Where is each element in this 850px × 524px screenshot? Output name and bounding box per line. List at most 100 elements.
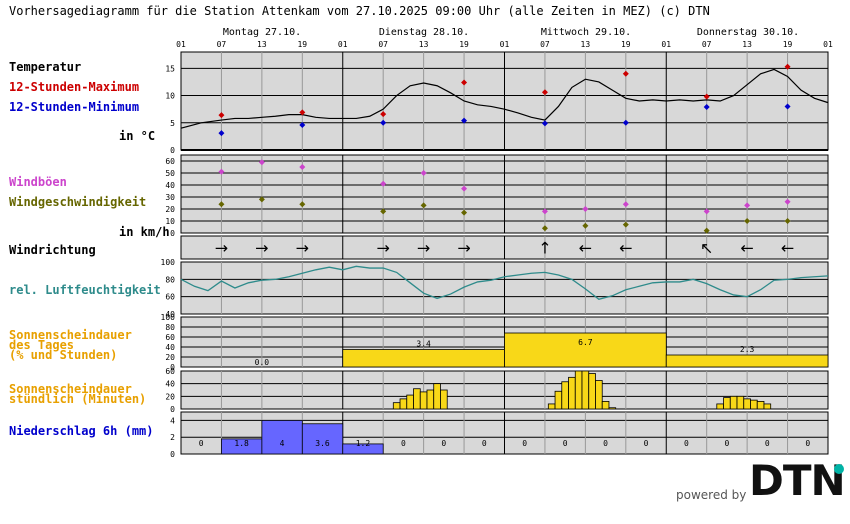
tmax-point — [218, 112, 225, 119]
tmin-label: 12-Stunden-Minimum — [9, 100, 139, 114]
wind-speed-point — [582, 222, 589, 229]
y-tick-sun-day: 0 — [170, 363, 175, 372]
y-tick-sun-day: 40 — [165, 343, 175, 352]
day-label: Montag 27.10. — [223, 27, 301, 38]
wind-arrow: ↑ — [538, 239, 551, 258]
panel-labels: Temperatur 12-Stunden-Maximum 12-Stunden… — [9, 60, 170, 438]
gust-point — [622, 201, 629, 208]
y-tick-hum: 100 — [161, 258, 176, 267]
wind-speed-point — [258, 196, 265, 203]
sun-hour-bar — [392, 402, 401, 410]
precip-value: 0 — [563, 439, 568, 448]
sun-day-bar — [665, 354, 829, 368]
logo-dot — [834, 464, 844, 474]
hour-tick: 01 — [176, 40, 186, 49]
sun-day-value: 0.0 — [255, 358, 270, 367]
tmin-point — [299, 121, 306, 128]
humidity-label: rel. Luftfeuchtigkeit — [9, 283, 161, 297]
precip-value: 0 — [603, 439, 608, 448]
y-tick-precip: 4 — [170, 416, 175, 425]
sun-hour-bar — [736, 395, 745, 410]
sun-hour-bar — [419, 391, 428, 410]
sun-hour-bar — [723, 397, 731, 410]
wind-arrow: ↖ — [700, 239, 713, 258]
hour-tick: 13 — [742, 40, 752, 49]
sun-hour-bar — [595, 380, 603, 410]
hour-tick: 07 — [540, 40, 550, 49]
wind-arrow: → — [215, 239, 228, 258]
precip-bar — [342, 443, 384, 455]
y-tick-wind: 60 — [165, 157, 175, 166]
day-label: Donnerstag 30.10. — [697, 27, 799, 38]
y-tick-hum: 60 — [165, 293, 175, 302]
dtn-logo: DTN — [749, 456, 846, 505]
hour-ticks: 01 07 13 19 01 07 13 19 01 07 13 19 01 07 13 19 01 — [176, 40, 833, 49]
tmin-point — [622, 119, 629, 126]
hour-tick: 13 — [419, 40, 429, 49]
y-tick-wind: 10 — [165, 217, 175, 226]
y-tick-temp: 5 — [170, 119, 175, 128]
wind-speed-point — [744, 218, 751, 224]
tmax-point — [461, 79, 468, 86]
precip-value: 0 — [482, 439, 487, 448]
sun-day-label: des Tages — [9, 338, 74, 352]
wind-arrow: ← — [740, 239, 753, 258]
sun-hour-bar — [554, 390, 563, 410]
gust-point — [299, 164, 306, 170]
precip-value: 0 — [441, 439, 446, 448]
precip-value: 0 — [401, 439, 406, 448]
tmax-point — [703, 93, 710, 100]
wind-arrow: → — [376, 239, 389, 258]
y-tick-temp: 0 — [170, 146, 175, 155]
hour-tick: 01 — [500, 40, 510, 49]
gust-point — [541, 208, 548, 215]
sun-hour-label: stündlich (Minuten) — [9, 392, 146, 406]
precip-value: 4 — [280, 439, 285, 448]
y-tick-sun-hour: 40 — [165, 380, 175, 389]
wind-arrow: ← — [781, 239, 794, 258]
precip-value: 0 — [684, 439, 689, 448]
gust-point — [380, 180, 387, 187]
precip-value: 0 — [644, 439, 649, 448]
wind-speed-point — [380, 208, 387, 215]
y-tick-wind: 0 — [170, 229, 175, 238]
gust-label: Windböen — [9, 175, 67, 189]
tmin-point — [218, 130, 225, 137]
sun-hour-bar — [547, 403, 556, 410]
tmin-point — [380, 119, 387, 126]
wind-unit-label: in km/h — [119, 225, 170, 239]
sun-hour-bar — [743, 398, 751, 410]
precip-value: 1.2 — [356, 439, 371, 448]
precip-value: 0 — [805, 439, 810, 448]
chart-marks: → → → → → → ↑ ← ← ↖ ← ← 0.0 3.4 6.7 2.3 0 1.8 4 3.6 1.2 0 0 0 0 0… — [180, 63, 829, 455]
precip-bar — [301, 423, 344, 455]
wind-arrow: → — [255, 239, 268, 258]
sun-hour-bar — [581, 370, 590, 410]
hour-tick: 01 — [661, 40, 671, 49]
sun-day-label: (% und Stunden) — [9, 348, 117, 362]
y-tick-sun-day: 100 — [161, 313, 176, 322]
hour-tick: 19 — [297, 40, 307, 49]
gust-point — [582, 206, 589, 212]
hour-tick: 19 — [783, 40, 793, 49]
sun-day-bar — [504, 332, 667, 368]
sun-hour-bar — [406, 394, 414, 410]
day-label: Dienstag 28.10. — [379, 27, 469, 38]
wind-label: Windgeschwindigkeit — [9, 195, 146, 209]
sun-day-value: 3.4 — [416, 340, 431, 349]
wind-speed-point — [622, 221, 629, 228]
sun-hour-bar — [568, 376, 576, 410]
gust-point — [420, 170, 427, 176]
precip-value: 0 — [765, 439, 770, 448]
hour-tick: 19 — [621, 40, 631, 49]
tmax-point — [380, 111, 387, 118]
wind-speed-point — [420, 202, 427, 209]
gust-point — [461, 185, 468, 192]
gust-point — [744, 202, 751, 209]
tmax-point — [299, 109, 306, 116]
humidity-line — [180, 265, 829, 300]
precip-value: 1.8 — [234, 439, 249, 448]
sun-hour-bar — [601, 400, 610, 410]
day-headers: Montag 27.10. Dienstag 28.10. Mittwoch 2… — [223, 27, 799, 38]
hour-tick: 07 — [378, 40, 388, 49]
